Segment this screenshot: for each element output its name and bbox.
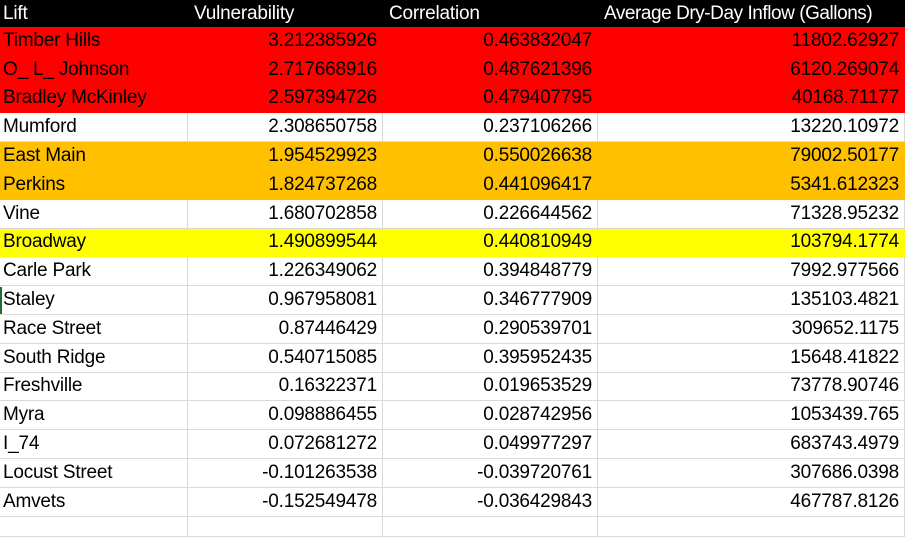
cell-inflow[interactable]: 5341.612323 — [598, 170, 905, 200]
cell-vulnerability[interactable]: 1.824737268 — [188, 170, 383, 200]
cell-inflow[interactable]: 1053439.765 — [598, 401, 905, 431]
table-row: Broadway 1.490899544 0.440810949 103794.177… — [0, 228, 905, 258]
cell-inflow[interactable]: 135103.4821 — [598, 286, 905, 315]
cell-inflow[interactable]: 467787.8126 — [598, 487, 905, 517]
header-correlation[interactable]: Correlation — [383, 0, 598, 27]
cell-lift[interactable]: Bradley McKinley — [0, 84, 188, 114]
cell-inflow[interactable]: 11802.62927 — [598, 27, 905, 56]
green-row-marker — [0, 287, 2, 314]
table-row: O_ L_ Johnson 2.717668916 0.487621396 6120.… — [0, 55, 905, 85]
cell-inflow[interactable]: 309652.1175 — [598, 314, 905, 344]
cell-vulnerability[interactable]: 0.967958081 — [188, 286, 383, 315]
cell-inflow[interactable]: 73778.90746 — [598, 372, 905, 402]
table-row: East Main 1.954529923 0.550026638 79002.501… — [0, 142, 905, 171]
cell-inflow[interactable]: 683743.4979 — [598, 430, 905, 459]
cell-lift[interactable]: Timber Hills — [0, 27, 188, 56]
cell-vulnerability[interactable]: 3.212385926 — [188, 27, 383, 56]
cell-vulnerability[interactable]: 2.597394726 — [188, 84, 383, 114]
cell-correlation[interactable]: 0.028742956 — [383, 401, 598, 431]
cell-correlation[interactable]: 0.346777909 — [383, 286, 598, 315]
cell-empty[interactable] — [0, 516, 188, 537]
cell-lift[interactable]: Amvets — [0, 487, 188, 517]
table-row: Race Street 0.87446429 0.290539701 309652.1… — [0, 314, 905, 344]
header-inflow[interactable]: Average Dry-Day Inflow (Gallons) — [598, 0, 905, 27]
cell-correlation[interactable]: 0.237106266 — [383, 113, 598, 143]
cell-lift[interactable]: Race Street — [0, 314, 188, 344]
table-row: Locust Street -0.101263538 -0.039720761 307… — [0, 458, 905, 488]
table-row: I_74 0.072681272 0.049977297 683743.4979 — [0, 430, 905, 459]
cell-lift[interactable]: Mumford — [0, 113, 188, 143]
table-row: Bradley McKinley 2.597394726 0.479407795 40… — [0, 84, 905, 114]
cell-vulnerability[interactable]: 0.87446429 — [188, 314, 383, 344]
cell-vulnerability[interactable]: 0.540715085 — [188, 343, 383, 373]
header-vulnerability[interactable]: Vulnerability — [188, 0, 383, 27]
cell-vulnerability[interactable]: 2.308650758 — [188, 113, 383, 143]
cell-inflow[interactable]: 103794.1774 — [598, 228, 905, 258]
table-row: Vine 1.680702858 0.226644562 71328.95232 — [0, 199, 905, 229]
cell-lift[interactable]: Freshville — [0, 372, 188, 402]
header-row: Lift Vulnerability Correlation Average D… — [0, 0, 905, 27]
cell-lift[interactable]: O_ L_ Johnson — [0, 55, 188, 85]
cell-correlation[interactable]: 0.395952435 — [383, 343, 598, 373]
cell-lift[interactable]: I_74 — [0, 430, 188, 459]
cell-inflow[interactable]: 13220.10972 — [598, 113, 905, 143]
table-row: Amvets -0.152549478 -0.036429843 467787.812… — [0, 487, 905, 517]
cell-vulnerability[interactable]: 1.680702858 — [188, 199, 383, 229]
cell-correlation[interactable]: 0.049977297 — [383, 430, 598, 459]
cell-vulnerability[interactable]: 1.490899544 — [188, 228, 383, 258]
cell-correlation[interactable]: 0.463832047 — [383, 27, 598, 56]
cell-correlation[interactable]: 0.441096417 — [383, 170, 598, 200]
cell-empty[interactable] — [383, 516, 598, 537]
cell-inflow[interactable]: 15648.41822 — [598, 343, 905, 373]
table-row: South Ridge 0.540715085 0.395952435 15648.4… — [0, 343, 905, 373]
cell-correlation[interactable]: 0.394848779 — [383, 257, 598, 287]
cell-inflow[interactable]: 79002.50177 — [598, 142, 905, 171]
empty-row — [0, 516, 905, 537]
header-lift[interactable]: Lift — [0, 0, 188, 27]
cell-lift[interactable]: South Ridge — [0, 343, 188, 373]
table-row: Myra 0.098886455 0.028742956 1053439.765 — [0, 401, 905, 431]
cell-inflow[interactable]: 71328.95232 — [598, 199, 905, 229]
cell-lift[interactable]: Locust Street — [0, 458, 188, 488]
cell-lift[interactable]: Staley — [0, 286, 188, 315]
cell-correlation[interactable]: -0.036429843 — [383, 487, 598, 517]
cell-correlation[interactable]: 0.290539701 — [383, 314, 598, 344]
table-body: Timber Hills 3.212385926 0.463832047 11802.… — [0, 27, 905, 537]
cell-inflow[interactable]: 7992.977566 — [598, 257, 905, 287]
cell-vulnerability[interactable]: 2.717668916 — [188, 55, 383, 85]
cell-vulnerability[interactable]: 1.954529923 — [188, 142, 383, 171]
cell-vulnerability[interactable]: 0.098886455 — [188, 401, 383, 431]
cell-correlation[interactable]: 0.226644562 — [383, 199, 598, 229]
cell-empty[interactable] — [598, 516, 905, 537]
cell-vulnerability[interactable]: -0.101263538 — [188, 458, 383, 488]
cell-lift[interactable]: Broadway — [0, 228, 188, 258]
table-row: Perkins 1.824737268 0.441096417 5341.612323 — [0, 170, 905, 200]
cell-correlation[interactable]: 0.479407795 — [383, 84, 598, 114]
cell-lift[interactable]: Carle Park — [0, 257, 188, 287]
cell-inflow[interactable]: 307686.0398 — [598, 458, 905, 488]
cell-vulnerability[interactable]: 0.16322371 — [188, 372, 383, 402]
table-row: Mumford 2.308650758 0.237106266 13220.10972 — [0, 113, 905, 143]
cell-correlation[interactable]: 0.019653529 — [383, 372, 598, 402]
table-row: Carle Park 1.226349062 0.394848779 7992.977… — [0, 257, 905, 287]
cell-lift[interactable]: Perkins — [0, 170, 188, 200]
cell-lift[interactable]: East Main — [0, 142, 188, 171]
cell-empty[interactable] — [188, 516, 383, 537]
table-row: Staley 0.967958081 0.346777909 135103.4821 — [0, 286, 905, 315]
cell-correlation[interactable]: 0.550026638 — [383, 142, 598, 171]
cell-inflow[interactable]: 6120.269074 — [598, 55, 905, 85]
cell-vulnerability[interactable]: -0.152549478 — [188, 487, 383, 517]
cell-vulnerability[interactable]: 1.226349062 — [188, 257, 383, 287]
cell-lift[interactable]: Myra — [0, 401, 188, 431]
table-header: Lift Vulnerability Correlation Average D… — [0, 0, 905, 27]
table-row: Timber Hills 3.212385926 0.463832047 11802.… — [0, 27, 905, 56]
cell-inflow[interactable]: 40168.71177 — [598, 84, 905, 114]
cell-correlation[interactable]: 0.487621396 — [383, 55, 598, 85]
cell-vulnerability[interactable]: 0.072681272 — [188, 430, 383, 459]
cell-correlation[interactable]: 0.440810949 — [383, 228, 598, 258]
cell-correlation[interactable]: -0.039720761 — [383, 458, 598, 488]
table-row: Freshville 0.16322371 0.019653529 73778.907… — [0, 372, 905, 402]
cell-lift[interactable]: Vine — [0, 199, 188, 229]
